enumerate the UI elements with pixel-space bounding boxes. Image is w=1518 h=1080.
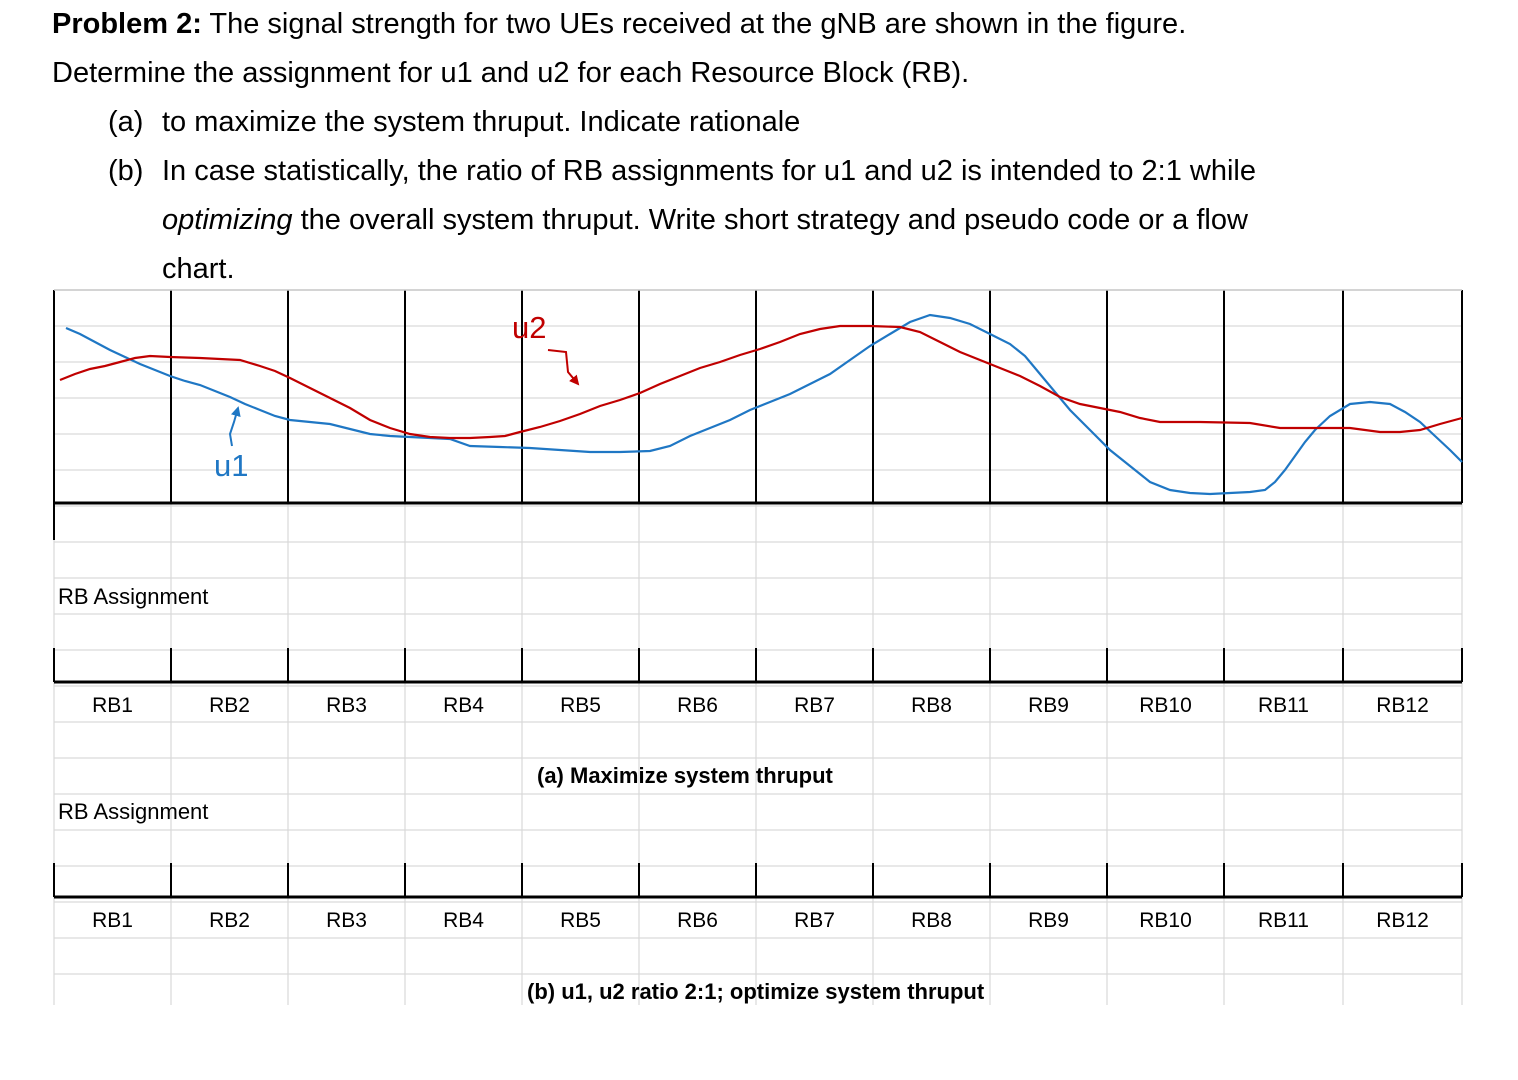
- section-b-caption: (b) u1, u2 ratio 2:1; optimize system th…: [527, 979, 985, 1004]
- section-b-assignment: RB Assignment RB1 RB2 RB3 RB4 RB5 RB6 RB7 RB8 RB…: [53, 799, 1463, 1004]
- rb-label: RB8: [911, 909, 952, 932]
- rb-label: RB9: [1028, 694, 1069, 717]
- rb-label: RB12: [1376, 694, 1429, 717]
- rb-label: RB11: [1258, 694, 1309, 717]
- part-b-line-2: optimizing the overall system thruput. W…: [52, 196, 1492, 245]
- rb-label: RB6: [677, 694, 718, 717]
- rb-label: RB4: [443, 694, 484, 717]
- section-a-rb-labels: RB1 RB2 RB3 RB4 RB5 RB6 RB7 RB8 RB9 RB10 RB11 RB12: [92, 694, 1429, 717]
- rb-label: RB4: [443, 909, 484, 932]
- part-b: (b) In case statistically, the ratio of R…: [52, 147, 1492, 196]
- rb-label: RB1: [92, 909, 133, 932]
- rb-label: RB5: [560, 694, 601, 717]
- u2-signal-line: [59, 324, 1463, 440]
- u1-pointer-arrow: [228, 406, 241, 447]
- rb-label: RB5: [560, 909, 601, 932]
- chart-rb-dividers: [53, 290, 1463, 503]
- part-b-text: In case statistically, the ratio of RB a…: [162, 155, 1256, 187]
- part-b-line-3: chart.: [162, 253, 235, 285]
- part-a: (a) to maximize the system thruput. Indic…: [52, 98, 1492, 147]
- rb-label: RB6: [677, 909, 718, 932]
- section-b-rb-ticks: [53, 863, 1463, 897]
- part-b-italic: optimizing: [162, 204, 293, 236]
- section-a-assignment: RB Assignment RB1 RB2 RB3 RB4 RB5 RB6 RB7 RB8 RB…: [53, 584, 1463, 788]
- section-a-rb-ticks: [53, 648, 1463, 682]
- rb-label: RB3: [326, 909, 367, 932]
- part-a-text: to maximize the system thruput. Indicate…: [162, 106, 801, 138]
- rb-label: RB11: [1258, 909, 1309, 932]
- rb-label: RB1: [92, 694, 133, 717]
- part-b-rest: the overall system thruput. Write short …: [292, 204, 1248, 236]
- rb-label: RB10: [1139, 694, 1192, 717]
- section-b-rb-assignment-label: RB Assignment: [58, 799, 208, 824]
- section-a-rb-assignment-label: RB Assignment: [58, 584, 208, 609]
- rb-label: RB2: [209, 694, 250, 717]
- u2-label: u2: [512, 310, 546, 345]
- rb-label: RB7: [794, 909, 835, 932]
- rb-label: RB2: [209, 909, 250, 932]
- section-a-caption: (a) Maximize system thruput: [537, 763, 834, 788]
- part-b-label: (b): [108, 155, 144, 187]
- problem-line-1: Problem 2: The signal strength for two U…: [52, 0, 1492, 49]
- problem-intro: The signal strength for two UEs received…: [201, 8, 1187, 40]
- rb-label: RB7: [794, 694, 835, 717]
- section-b-rb-labels: RB1 RB2 RB3 RB4 RB5 RB6 RB7 RB8 RB9 RB10 RB11 RB12: [92, 909, 1429, 932]
- u1-label: u1: [214, 448, 248, 483]
- rb-label: RB3: [326, 694, 367, 717]
- u2-pointer-arrow: [547, 349, 580, 386]
- u1-signal-line: [65, 313, 1463, 496]
- rb-label: RB8: [911, 694, 952, 717]
- rb-label: RB9: [1028, 909, 1069, 932]
- rb-label: RB12: [1376, 909, 1429, 932]
- part-a-label: (a): [108, 106, 144, 138]
- problem-statement: Problem 2: The signal strength for two U…: [52, 0, 1492, 294]
- rb-label: RB10: [1139, 909, 1192, 932]
- problem-line-2: Determine the assignment for u1 and u2 f…: [52, 57, 970, 89]
- problem-title: Problem 2:: [52, 8, 202, 40]
